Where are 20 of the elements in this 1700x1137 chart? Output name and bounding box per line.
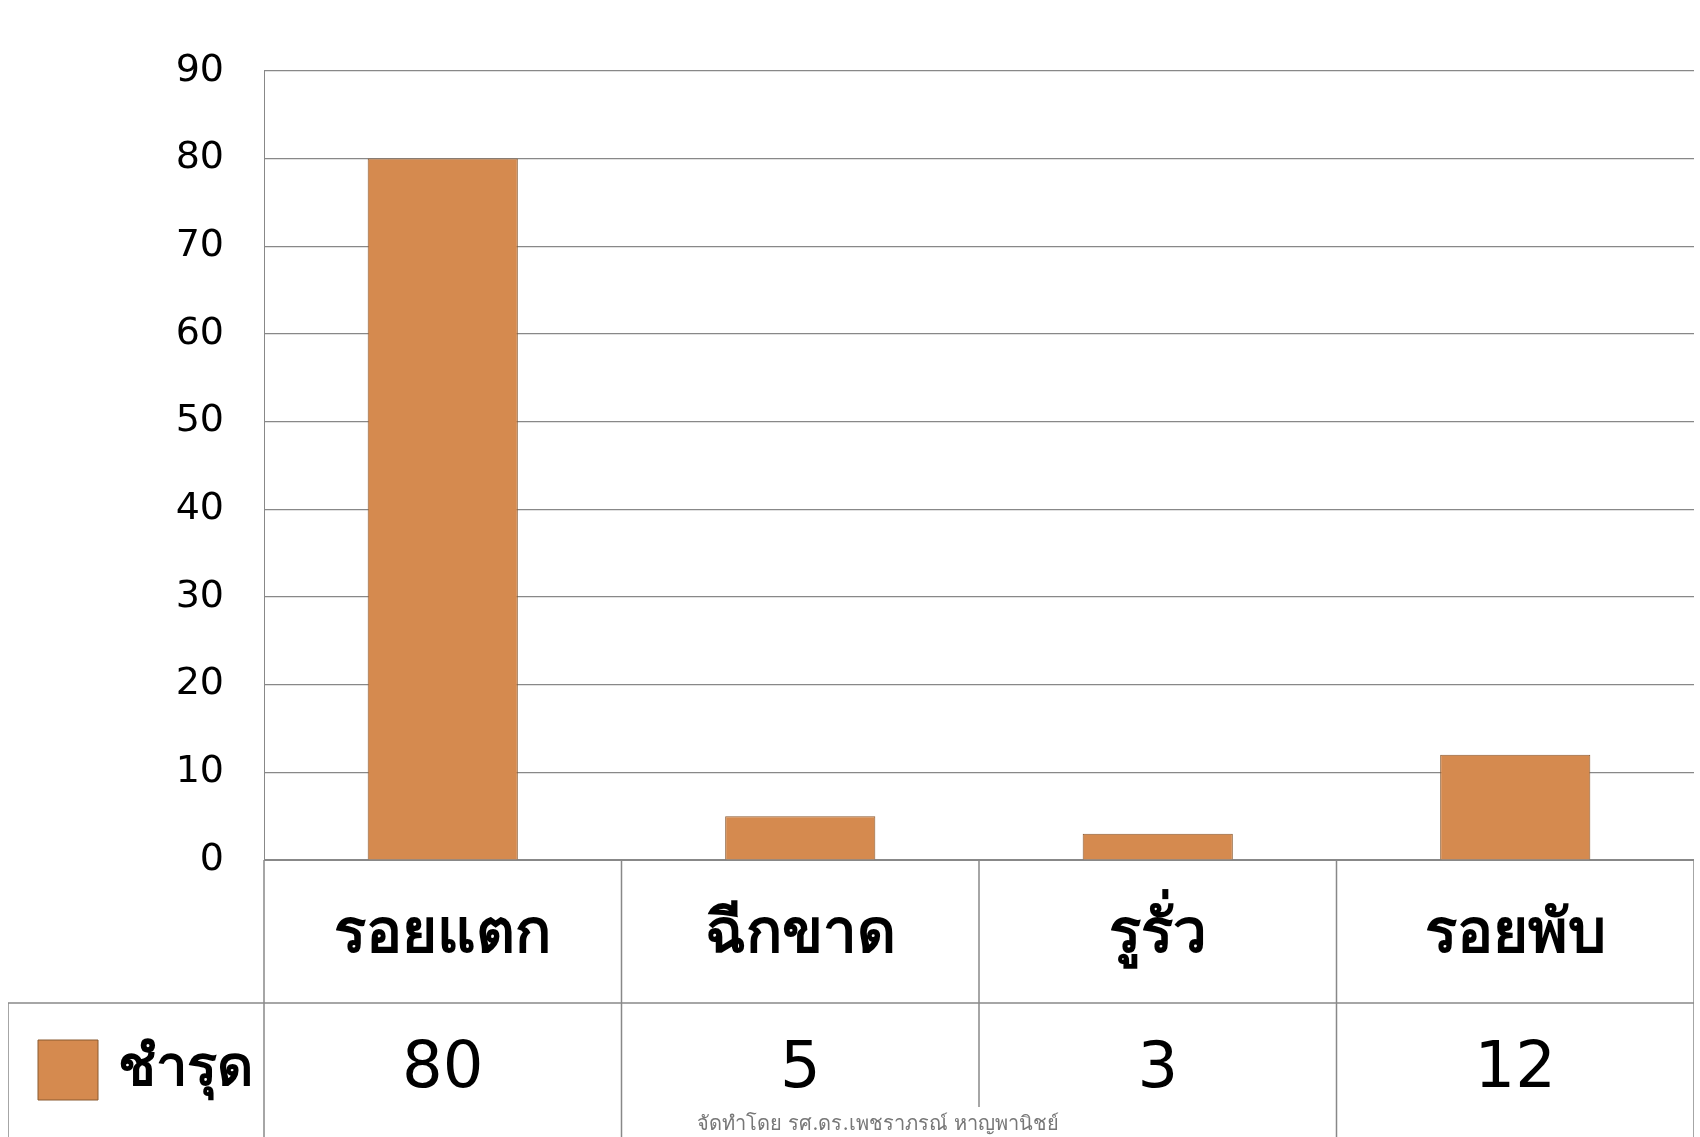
x-tick-label: ฉีกขาด	[704, 895, 896, 966]
data-label: 3	[1137, 1027, 1179, 1102]
y-tick-label: 60	[175, 308, 224, 353]
data-label: 5	[779, 1027, 821, 1102]
y-tick-label: 80	[175, 133, 224, 178]
data-label: 80	[402, 1027, 484, 1102]
y-tick-label: 10	[175, 747, 224, 792]
legend-label: ชำรุด	[118, 1032, 253, 1101]
y-tick-label: 50	[175, 396, 224, 441]
y-tick-label: 0	[199, 834, 224, 879]
text: จัดทำโดย รศ.ดร.เพชราภรณ์ หาญพานิชย์	[696, 1111, 1060, 1136]
y-tick-label: 30	[175, 571, 224, 616]
x-tick-label: รอยแตก	[334, 895, 552, 966]
data-label: 12	[1474, 1027, 1556, 1102]
x-tick-label: รูรั่ว	[1108, 888, 1207, 969]
y-tick-label: 90	[175, 45, 224, 90]
y-tick-label: 20	[175, 659, 224, 704]
y-tick-label: 40	[175, 484, 224, 529]
y-tick-label: 70	[175, 221, 224, 266]
x-tick-label: รอยพับ	[1424, 895, 1606, 966]
